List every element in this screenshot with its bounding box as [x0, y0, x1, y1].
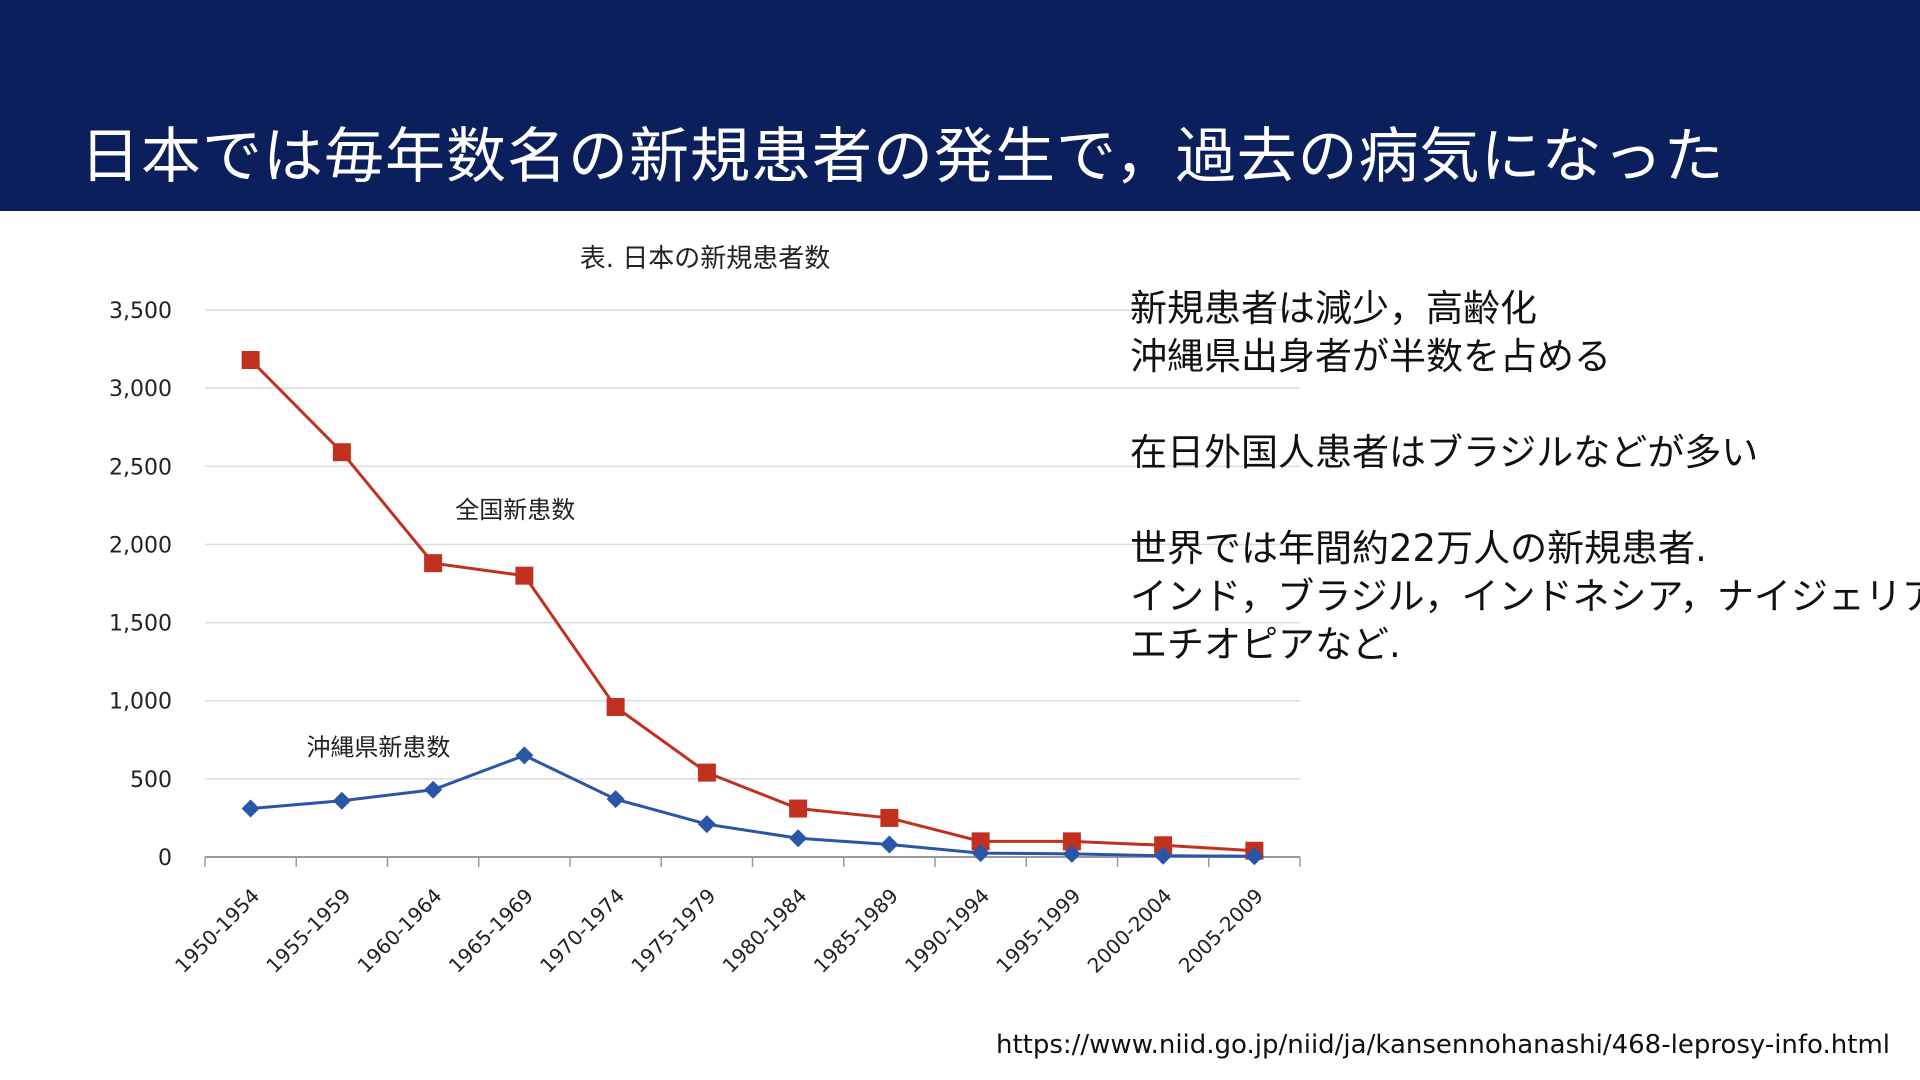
x-tick-label: 1980-1984 [718, 884, 812, 978]
data-point [971, 844, 990, 863]
data-point [789, 799, 808, 818]
x-tick-label: 1955-1959 [261, 884, 355, 978]
notes-text: 新規患者は減少，高齢化沖縄県出身者が半数を占める在日外国人患者はブラジルなどが多… [1130, 285, 1920, 669]
note-line: エチオピアなど. [1130, 623, 1401, 666]
data-point [424, 780, 443, 799]
x-tick-label: 1960-1964 [353, 884, 447, 978]
data-point [1154, 836, 1173, 855]
data-point [1154, 846, 1173, 865]
data-point [515, 746, 534, 765]
series-label: 沖縄県新患数 [306, 733, 450, 761]
data-point [1245, 847, 1264, 866]
x-tick-label: 1970-1974 [535, 884, 629, 978]
data-point [241, 351, 260, 370]
data-point [880, 835, 899, 854]
x-tick-label: 1995-1999 [991, 884, 1085, 978]
data-point [424, 554, 443, 573]
data-point [606, 697, 625, 716]
data-point [971, 832, 990, 851]
series-line [249, 358, 1255, 853]
y-axis: 0 500 1,000 1,500 2,000 2,500 3,000 3,500 [109, 299, 172, 871]
chart-title: 表. 日本の新規患者数 [580, 244, 831, 274]
series-label: 全国新患数 [455, 496, 575, 524]
data-point [241, 799, 260, 818]
note-spacer [1130, 381, 1920, 429]
x-tick-label: 1965-1969 [444, 884, 538, 978]
note-line: 世界では年間約22万人の新規患者. [1130, 527, 1707, 570]
title-banner: 日本では毎年数名の新規患者の発生で，過去の病気になった [0, 0, 1920, 211]
y-tick-label: 500 [130, 768, 172, 793]
slide-title: 日本では毎年数名の新規患者の発生で，過去の病気になった [80, 122, 1725, 192]
x-tick-label: 1975-1979 [626, 884, 720, 978]
y-tick-label: 1,500 [109, 612, 172, 637]
note-line: 新規患者は減少，高齢化 [1130, 287, 1537, 330]
note-line: 沖縄県出身者が半数を占める [1130, 335, 1611, 378]
x-tick-label: 2005-2009 [1174, 884, 1268, 978]
source-url: https://www.niid.go.jp/niid/ja/kansennoh… [995, 1030, 1890, 1060]
data-point [697, 815, 716, 834]
series-line [250, 753, 1255, 858]
x-tick-label: 1990-1994 [900, 884, 994, 978]
data-point [515, 566, 534, 585]
y-tick-label: 3,500 [109, 299, 172, 324]
data-point [332, 443, 351, 462]
data-point [1062, 844, 1081, 863]
data-point [789, 829, 808, 848]
data-point [1062, 832, 1081, 851]
data-point [697, 763, 716, 782]
note-spacer [1130, 477, 1920, 525]
y-tick-label: 3,000 [109, 377, 172, 402]
data-point [880, 808, 899, 827]
y-tick-label: 0 [158, 846, 172, 871]
x-tick-label: 1985-1989 [809, 884, 903, 978]
y-tick-label: 1,000 [109, 690, 172, 715]
y-tick-label: 2,500 [109, 455, 172, 480]
data-point [606, 790, 625, 809]
x-tick-label: 1950-1954 [170, 884, 264, 978]
note-line: 在日外国人患者はブラジルなどが多い [1130, 431, 1759, 474]
note-line: インド，ブラジル，インドネシア，ナイジェリア， [1130, 575, 1920, 618]
data-point [332, 791, 351, 810]
chart-series [241, 351, 1264, 866]
x-tick-label: 2000-2004 [1083, 884, 1177, 978]
y-tick-label: 2,000 [109, 533, 172, 558]
x-axis: 1950-19541955-19591960-19641965-19691970… [170, 857, 1301, 978]
